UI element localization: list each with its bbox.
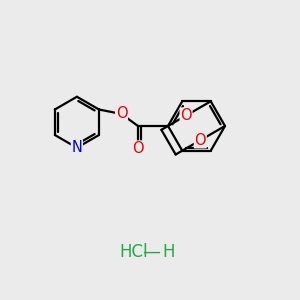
Text: O: O — [194, 133, 206, 148]
Text: O: O — [116, 106, 127, 122]
Text: N: N — [71, 140, 82, 155]
Text: O: O — [180, 108, 192, 123]
Text: H: H — [162, 243, 175, 261]
Text: —: — — [142, 243, 160, 261]
Text: HCl: HCl — [119, 243, 148, 261]
Text: O: O — [132, 141, 144, 156]
